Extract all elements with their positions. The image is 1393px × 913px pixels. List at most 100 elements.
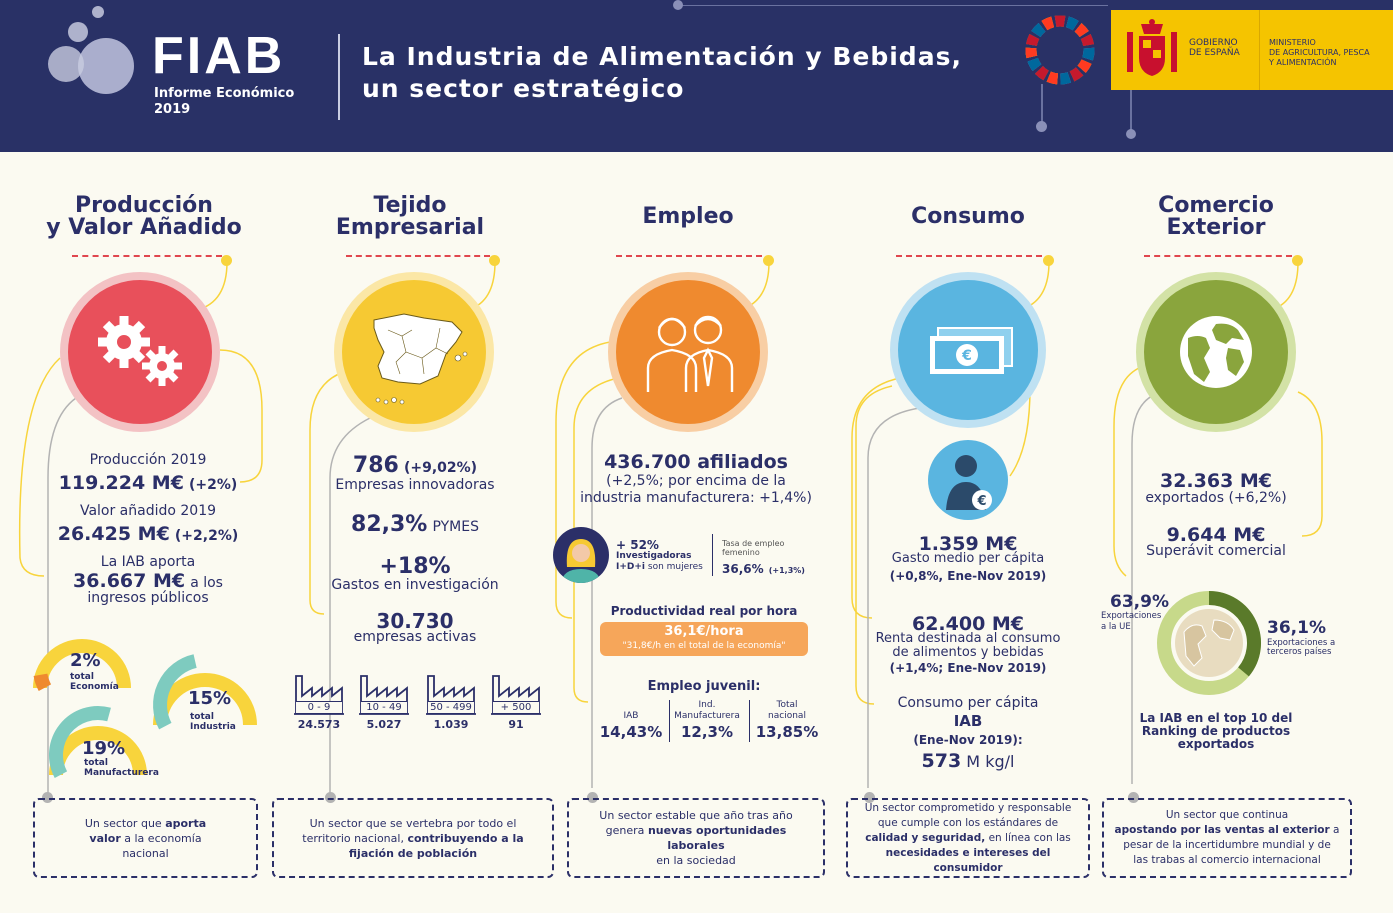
pymes-row: 82,3% PYMES <box>290 512 540 537</box>
header-title-line1: La Industria de Alimentación y Bebidas, <box>362 42 962 71</box>
cpc-unit: M kg/l <box>966 752 1015 771</box>
consumo-yellow-dot <box>1043 255 1054 266</box>
consumo-grey-dot <box>864 792 875 803</box>
factory-range: 10 - 49 <box>361 701 407 714</box>
header-vline <box>1130 90 1132 134</box>
produccion-connector <box>18 261 263 798</box>
footer-bold-2: fijación de población <box>348 846 478 860</box>
people-icon <box>646 315 734 392</box>
header-dot-2 <box>1126 129 1136 139</box>
tejido-grey-dot <box>325 792 336 803</box>
sdg-wheel-icon <box>1025 15 1095 85</box>
prod-value: 119.224 M€ <box>58 472 184 494</box>
factory-item: + 500 91 <box>489 670 543 732</box>
inv-l1: Investigadoras <box>616 551 692 561</box>
ranking-l3: exportados <box>1177 737 1255 751</box>
pymes-value: 82,3% <box>351 512 428 537</box>
comercio-title-2: Exterior <box>1166 215 1266 240</box>
factory-count: 91 <box>508 718 524 731</box>
empleo-footer: Un sector estable que año tras año gener… <box>567 798 825 878</box>
header-line <box>678 5 1108 6</box>
juvenil-title: Empleo juvenil: <box>647 679 761 694</box>
va-value-row: 26.425 M€ (+2,2%) <box>28 523 268 545</box>
terc-l2: terceros países <box>1267 647 1332 657</box>
gauge-manufacturera-l2: Manufacturera <box>84 768 159 778</box>
factory-icon <box>294 675 344 715</box>
comercio-title-1: Comercio <box>1158 193 1274 218</box>
tasa-l1: Tasa de empleo <box>722 539 785 548</box>
cpc-value: 573 <box>921 750 962 772</box>
factory-icon <box>426 675 476 715</box>
header-vline-2 <box>1041 84 1043 124</box>
footer-text: Un sector que continua <box>1165 809 1289 821</box>
productividad-title: Productividad real por hora <box>610 604 798 618</box>
footer-text: Un sector que se vertebra por todo el <box>309 816 517 830</box>
consumo-connector <box>851 261 1050 788</box>
renta-l2: de alimentos y bebidas <box>892 645 1044 660</box>
gov-line1: GOBIERNO <box>1189 38 1238 48</box>
coat-of-arms-icon <box>1127 19 1177 76</box>
footer-text-2: genera <box>605 824 645 837</box>
footer-text-2: a la economía <box>124 831 202 845</box>
gauge-economia-l2: Economía <box>70 682 119 692</box>
produccion-title-1: Producción <box>75 193 213 218</box>
footer-bold: calidad y seguridad, <box>865 831 986 844</box>
produccion-footer: Un sector que aporta valor a la economía… <box>33 798 258 878</box>
juvenil-item: Total nacional 13,85% <box>752 700 822 741</box>
juvenil-value: 12,3% <box>680 723 734 741</box>
tejido-title-2: Empresarial <box>335 215 485 240</box>
ranking-l2: Ranking de productos <box>1141 724 1291 738</box>
footer-text-2: a <box>1333 824 1340 836</box>
gauge-industria-value: 15% <box>188 688 232 709</box>
gears-icon <box>98 316 182 386</box>
tejido-divider <box>346 255 490 257</box>
tejido-yellow-dot <box>489 255 500 266</box>
superavit-label: Superávit comercial <box>1146 543 1286 559</box>
factory-icon <box>491 675 541 715</box>
globe-icon <box>1180 316 1252 388</box>
gauge-manufacturera <box>49 706 147 778</box>
ue-l1: Exportaciones <box>1101 611 1162 621</box>
terc-value: 36,1% <box>1267 618 1326 638</box>
empleo-connector <box>555 261 770 788</box>
gastos-label: Gastos en investigación <box>331 577 499 593</box>
gov-divider <box>1259 10 1260 90</box>
productividad-value: 36,1€/hora <box>664 624 744 639</box>
gauge-industria <box>153 654 257 730</box>
fiab-logo: FIAB <box>152 27 286 85</box>
aporta-suffix: a los <box>190 575 223 591</box>
factory-range: + 500 <box>493 701 539 714</box>
factory-range: 50 - 499 <box>428 701 474 714</box>
inv-l2b: son mujeres <box>647 562 703 572</box>
renta-change: (+1,4%; Ene-Nov 2019) <box>889 661 1047 675</box>
consumo-divider <box>896 255 1042 257</box>
gauge-industria-l1: total <box>190 712 214 722</box>
ue-l2: a la UE <box>1101 622 1131 632</box>
footer-bold-2: necesidades e intereses del consumidor <box>885 846 1051 874</box>
ministry-line1: MINISTERIO <box>1269 38 1316 47</box>
ministry-line3: Y ALIMENTACIÓN <box>1269 58 1337 67</box>
empleo-divider <box>616 255 762 257</box>
factory-count: 5.027 <box>366 718 402 731</box>
gauge-industria-l2: Industria <box>190 722 236 732</box>
afiliados-l2: industria manufacturera: +1,4%) <box>580 490 812 506</box>
header-dot <box>673 0 683 10</box>
report-subtitle: Informe Económico <box>154 86 295 101</box>
afiliados-value: 436.700 afiliados <box>604 451 788 473</box>
superavit-value: 9.644 M€ <box>1166 524 1266 546</box>
activas-value: 30.730 <box>376 609 454 633</box>
prod-value-row: 119.224 M€ (+2%) <box>28 472 268 494</box>
innov-value-row: 786 (+9,02%) <box>290 453 540 478</box>
money-icon: € <box>930 327 1013 374</box>
footer-bold-2: valor <box>89 831 121 845</box>
va-label: Valor añadido 2019 <box>79 503 217 519</box>
juvenil-value: 13,85% <box>755 723 819 741</box>
cpc-l3: (Ene-Nov 2019): <box>913 733 1023 747</box>
empleo-yellow-dot <box>763 255 774 266</box>
juvenil-value: 14,43% <box>599 723 663 741</box>
tejido-footer: Un sector que se vertebra por todo el te… <box>272 798 554 878</box>
header-title-line2: un sector estratégico <box>362 74 685 103</box>
comercio-yellow-dot <box>1292 255 1303 266</box>
factory-range: 0 - 9 <box>296 701 342 714</box>
cpc-label: Consumo per cápita <box>897 695 1039 711</box>
